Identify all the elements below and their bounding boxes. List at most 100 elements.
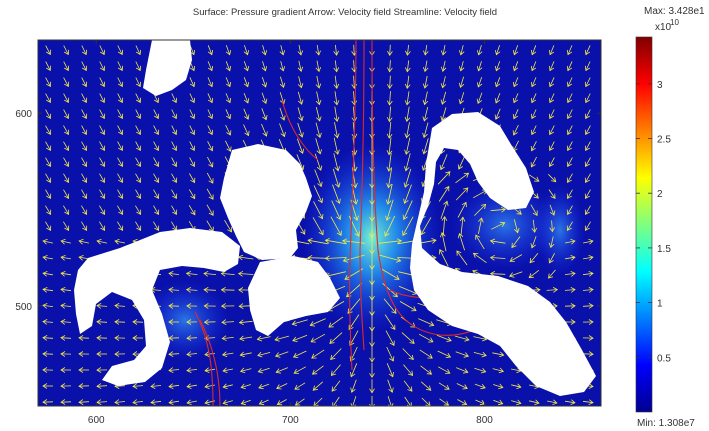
velocity-arrow-head [239, 367, 246, 374]
velocity-arrow [81, 221, 87, 231]
velocity-arrow [188, 205, 196, 215]
velocity-arrow-head [239, 335, 245, 342]
velocity-arrow [204, 289, 216, 291]
velocity-arrow [153, 109, 159, 119]
velocity-arrow [442, 45, 446, 55]
velocity-arrow-head [530, 129, 537, 136]
velocity-arrow [585, 221, 591, 231]
velocity-arrow-head [78, 383, 84, 389]
velocity-arrow-head [186, 351, 192, 357]
velocity-arrow [531, 77, 537, 87]
velocity-arrow-head [566, 161, 572, 168]
velocity-arrow [398, 285, 418, 295]
velocity-arrow-head [207, 65, 214, 72]
velocity-arrow [478, 218, 482, 234]
velocity-arrow [171, 173, 177, 183]
velocity-arrow-head [530, 97, 537, 104]
velocity-arrow-head [225, 65, 232, 72]
velocity-arrow-head [189, 129, 196, 136]
velocity-arrow-head [258, 383, 264, 390]
velocity-arrow-head [548, 97, 555, 104]
velocity-arrow-head [78, 255, 84, 261]
velocity-arrow-head [458, 82, 465, 89]
velocity-arrow [474, 204, 486, 216]
chart-title: Surface: Pressure gradient Arrow: Veloci… [193, 7, 497, 18]
velocity-arrow-head [508, 272, 515, 278]
velocity-arrow [531, 45, 537, 55]
velocity-arrow-head [261, 98, 268, 105]
velocity-arrow-head [440, 83, 447, 89]
velocity-arrow [257, 336, 271, 340]
velocity-arrow [79, 256, 89, 260]
velocity-arrow [293, 350, 307, 358]
velocity-arrow-head [315, 83, 322, 89]
velocity-arrow-head [168, 335, 174, 341]
velocity-arrow-head [168, 271, 174, 277]
velocity-arrow-head [186, 319, 192, 325]
velocity-arrow [45, 77, 51, 87]
velocity-arrow-head [60, 271, 66, 277]
velocity-arrow-head [186, 399, 192, 405]
velocity-arrow [550, 236, 554, 248]
velocity-arrow-head [458, 66, 465, 72]
velocity-arrow [315, 107, 321, 121]
velocity-arrow-head [353, 215, 359, 222]
velocity-arrow-head [498, 383, 504, 390]
velocity-arrow [490, 273, 506, 275]
velocity-arrow [153, 141, 159, 151]
velocity-arrow [168, 369, 180, 371]
velocity-arrow-head [457, 164, 463, 170]
velocity-arrow [99, 125, 105, 135]
velocity-arrow-head [118, 193, 124, 199]
velocity-arrow-head [64, 97, 70, 104]
velocity-arrow-head [318, 213, 324, 220]
velocity-arrow-head [64, 193, 70, 199]
velocity-arrow [456, 367, 468, 373]
velocity-arrow [308, 239, 328, 245]
x-tick-label: 600 [88, 415, 105, 426]
velocity-arrow [455, 351, 469, 357]
velocity-arrow [567, 157, 573, 167]
velocity-arrow-head [100, 161, 106, 167]
velocity-arrow-head [440, 50, 447, 56]
velocity-arrow [531, 125, 537, 135]
velocity-arrow [423, 122, 429, 138]
velocity-arrow-head [463, 172, 470, 178]
velocity-arrow-head [132, 335, 138, 341]
velocity-arrow-head [511, 242, 517, 249]
velocity-arrow-head [584, 225, 590, 231]
velocity-arrow-head [240, 383, 246, 390]
velocity-arrow-head [96, 238, 102, 245]
velocity-arrow [567, 125, 573, 135]
velocity-arrow-head [225, 113, 232, 120]
velocity-arrow-head [189, 113, 196, 120]
velocity-arrow [225, 77, 231, 87]
velocity-arrow-head [154, 225, 160, 231]
velocity-arrow-head [395, 257, 402, 263]
obstacle [248, 256, 340, 336]
velocity-arrow [150, 400, 162, 404]
velocity-arrow-head [512, 81, 519, 88]
velocity-arrow-head [222, 367, 228, 374]
velocity-arrow [297, 122, 303, 138]
velocity-arrow [549, 109, 555, 119]
velocity-arrow [513, 109, 519, 119]
velocity-arrow [117, 205, 123, 215]
velocity-arrow-head [386, 183, 392, 189]
velocity-arrow [114, 385, 126, 387]
velocity-arrow-head [82, 193, 88, 199]
velocity-arrow [440, 154, 448, 170]
velocity-arrow [42, 321, 54, 323]
velocity-arrow [549, 141, 555, 151]
velocity-arrow [473, 336, 487, 340]
velocity-arrow [457, 399, 467, 405]
velocity-arrow [549, 125, 555, 135]
velocity-arrow [203, 273, 217, 275]
velocity-arrow-head [334, 133, 340, 139]
velocity-arrow-head [570, 399, 576, 405]
velocity-arrow [406, 106, 410, 122]
velocity-arrow-head [369, 388, 375, 394]
velocity-arrow-head [316, 132, 322, 139]
velocity-arrow-head [118, 177, 124, 183]
